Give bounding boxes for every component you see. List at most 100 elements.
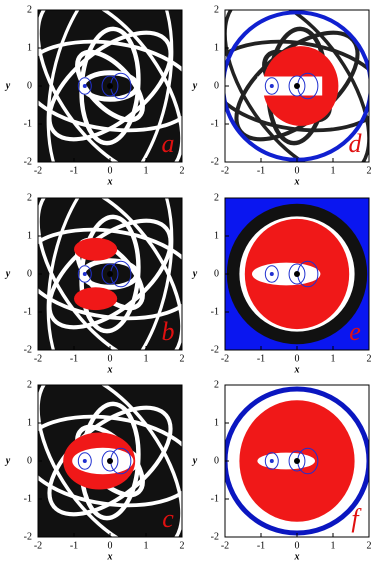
swirl [47, 405, 173, 517]
x-tick-label: -1 [70, 353, 78, 364]
primary [294, 83, 300, 89]
y-tick-label: 1 [214, 417, 219, 428]
y-tick-label: 0 [214, 455, 219, 466]
panel-label: d [349, 129, 363, 158]
red-basin [74, 287, 118, 311]
y-tick-label: 1 [27, 230, 32, 241]
y-tick-label: -2 [211, 344, 219, 355]
swirl [46, 198, 174, 350]
primary [107, 458, 113, 464]
swirl [38, 10, 182, 162]
x-tick-label: -1 [70, 165, 78, 176]
x-axis-label: x [294, 176, 300, 187]
panel-label: c [162, 504, 174, 533]
swirl [75, 49, 145, 123]
white-core [72, 447, 134, 475]
orbit-structure [101, 75, 119, 97]
y-tick-label: 1 [27, 417, 32, 428]
panel [225, 198, 369, 350]
swirl [38, 198, 182, 350]
y-tick-label: 2 [27, 192, 32, 203]
x-tick-label: 2 [180, 540, 185, 551]
orbit-structure [288, 450, 306, 472]
y-tick-label: 1 [27, 42, 32, 53]
x-tick-label: -1 [257, 165, 265, 176]
x-axis-label: x [107, 551, 113, 562]
orbit-structure [288, 75, 306, 97]
x-tick-label: -2 [221, 540, 229, 551]
y-tick-label: -2 [211, 531, 219, 542]
x-tick-label: 0 [295, 165, 300, 176]
y-tick-label: 0 [27, 80, 32, 91]
swirl [38, 227, 182, 321]
y-axis-label: y [192, 455, 198, 466]
y-axis-label: y [192, 80, 198, 91]
y-tick-label: 2 [27, 379, 32, 390]
x-tick-label: -2 [221, 165, 229, 176]
x-tick-label: 1 [144, 353, 149, 364]
y-tick-label: -1 [24, 118, 32, 129]
x-tick-label: -1 [257, 540, 265, 551]
x-tick-label: 1 [331, 353, 336, 364]
x-axis-label: x [107, 176, 113, 187]
x-tick-label: 0 [295, 353, 300, 364]
primary [107, 271, 113, 277]
y-tick-label: 1 [214, 230, 219, 241]
secondary [82, 459, 87, 463]
x-tick-label: 2 [180, 165, 185, 176]
red-basin [74, 237, 118, 261]
x-tick-label: 0 [108, 540, 113, 551]
x-tick-label: 0 [108, 353, 113, 364]
panel [38, 10, 182, 162]
x-tick-label: 2 [367, 353, 372, 364]
swirl [79, 26, 141, 146]
panel [38, 385, 182, 537]
x-tick-label: 2 [180, 353, 185, 364]
y-tick-label: -2 [24, 156, 32, 167]
white-core [252, 262, 321, 286]
secondary [269, 459, 274, 463]
y-axis-label: y [5, 80, 11, 91]
secondary [82, 84, 87, 88]
x-tick-label: -1 [257, 353, 265, 364]
y-tick-label: -2 [24, 344, 32, 355]
x-tick-label: 1 [144, 540, 149, 551]
y-tick-label: -1 [24, 493, 32, 504]
y-axis-label: y [192, 268, 198, 279]
y-axis-label: y [5, 455, 11, 466]
x-tick-label: 1 [331, 165, 336, 176]
white-core [257, 76, 323, 96]
y-tick-label: 2 [214, 4, 219, 15]
x-axis-label: x [294, 364, 300, 375]
y-tick-label: -2 [211, 156, 219, 167]
x-tick-label: 0 [295, 540, 300, 551]
swirl [38, 385, 182, 537]
orbit-structure [77, 452, 92, 470]
orbit-structure [288, 263, 306, 285]
panel-label: b [162, 317, 175, 346]
y-axis-label: y [5, 268, 11, 279]
x-tick-label: -2 [34, 540, 42, 551]
y-tick-label: 1 [214, 42, 219, 53]
x-tick-label: -1 [70, 540, 78, 551]
x-axis-label: x [107, 364, 113, 375]
y-tick-label: 0 [27, 268, 32, 279]
panel [225, 385, 369, 537]
panel-label: e [349, 317, 361, 346]
x-tick-label: 1 [331, 540, 336, 551]
orbit-structure [264, 265, 279, 283]
primary [107, 83, 113, 89]
x-tick-label: 0 [108, 165, 113, 176]
primary [294, 458, 300, 464]
swirl [38, 39, 182, 133]
swirl [225, 39, 369, 133]
panel-label: a [162, 129, 175, 158]
swirl [225, 10, 369, 162]
x-axis-label: x [294, 551, 300, 562]
x-tick-label: 2 [367, 165, 372, 176]
y-tick-label: 0 [27, 455, 32, 466]
secondary [82, 272, 87, 276]
x-tick-label: -2 [34, 165, 42, 176]
orbit-structure [101, 450, 119, 472]
